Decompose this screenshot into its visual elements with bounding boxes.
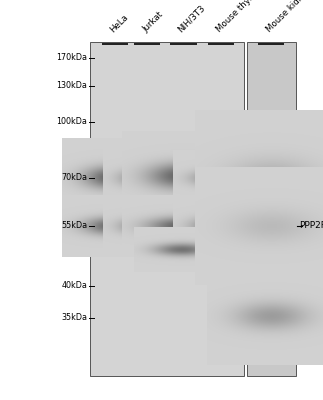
- Text: 170kDa: 170kDa: [56, 54, 87, 62]
- Text: NIH/3T3: NIH/3T3: [176, 3, 207, 34]
- Bar: [247, 42, 296, 376]
- Text: PPP2R5E: PPP2R5E: [299, 222, 323, 230]
- Text: 40kDa: 40kDa: [61, 282, 87, 290]
- Text: 130kDa: 130kDa: [56, 82, 87, 90]
- Text: 100kDa: 100kDa: [56, 118, 87, 126]
- Text: Mouse kidney: Mouse kidney: [265, 0, 314, 34]
- Text: HeLa: HeLa: [108, 12, 130, 34]
- Text: 55kDa: 55kDa: [61, 222, 87, 230]
- Text: 35kDa: 35kDa: [61, 314, 87, 322]
- Text: Mouse thymus: Mouse thymus: [215, 0, 266, 34]
- Text: Jurkat: Jurkat: [141, 10, 165, 34]
- Text: 70kDa: 70kDa: [61, 174, 87, 182]
- Bar: [90, 42, 244, 376]
